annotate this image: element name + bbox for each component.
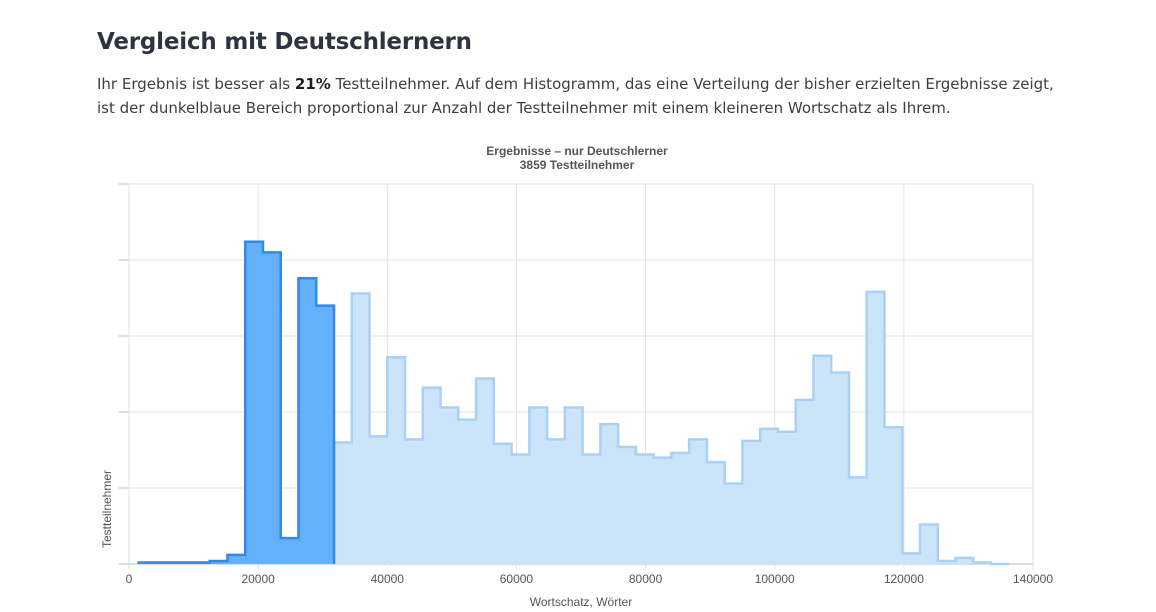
histogram-bin: [920, 524, 938, 564]
histogram-bin: [795, 399, 814, 564]
histogram-bin: [689, 439, 707, 564]
histogram-bin: [635, 454, 654, 564]
x-axis-title: Wortschatz, Wörter: [530, 595, 632, 609]
y-axis-title: Testteilnehmer: [100, 470, 114, 548]
histogram-bin: [618, 446, 636, 564]
histogram-bin: [476, 378, 494, 564]
x-tick-label: 80000: [629, 572, 663, 586]
histogram-bin: [884, 427, 903, 564]
x-tick-label: 20000: [241, 572, 275, 586]
percentile-value: 21%: [294, 75, 331, 93]
histogram-bin: [600, 424, 619, 564]
histogram-bin: [209, 560, 228, 564]
section-heading: Vergleich mit Deutschlernern: [97, 29, 472, 55]
histogram-bin: [813, 355, 832, 564]
histogram-bin: [511, 454, 530, 564]
chart-subtitle: 3859 Testteilnehmer: [520, 158, 635, 172]
histogram-bin: [547, 439, 565, 564]
histogram-bin: [529, 407, 548, 564]
histogram-bin: [866, 291, 885, 564]
histogram-area: [137, 240, 1009, 566]
histogram-bin: [653, 457, 672, 564]
histogram-chart: Ergebnisse – nur Deutschlerner 3859 Test…: [100, 144, 1053, 609]
histogram-bin: [493, 443, 512, 564]
histogram-bin: [422, 387, 441, 564]
result-description: Ihr Ergebnis ist besser als 21% Testteil…: [97, 72, 1057, 120]
histogram-bin: [706, 462, 725, 564]
histogram-bin: [564, 407, 583, 564]
histogram-bin: [334, 442, 352, 564]
histogram-bin: [582, 454, 601, 564]
x-tick-label: 60000: [500, 572, 534, 586]
description-rest: Testteilnehmer. Auf dem Histogramm, das …: [97, 75, 1054, 117]
histogram-bin: [955, 557, 974, 564]
histogram-bin: [387, 357, 406, 564]
histogram-bin: [848, 477, 867, 564]
histogram-bin: [405, 439, 423, 564]
x-tick-label: 40000: [371, 572, 405, 586]
distribution-outline: [332, 290, 1009, 566]
x-tick-label: 100000: [755, 572, 795, 586]
histogram-bin: [742, 440, 761, 564]
description-lead: Ihr Ergebnis ist besser als: [97, 75, 295, 93]
histogram-bin: [902, 553, 920, 564]
histogram-bin: [245, 241, 263, 564]
histogram-bin: [280, 538, 299, 564]
histogram-bin: [458, 419, 477, 564]
x-tick-label: 120000: [884, 572, 924, 586]
highlighted-outline: [137, 240, 336, 564]
histogram-bin: [671, 453, 690, 564]
histogram-bin: [760, 428, 778, 564]
x-tick-label: 140000: [1013, 572, 1053, 586]
histogram-bin: [316, 305, 335, 564]
histogram-bin: [262, 252, 281, 564]
x-tick-label: 0: [126, 572, 133, 586]
histogram-bin: [937, 560, 956, 564]
histogram-bin: [351, 293, 370, 564]
histogram-bin: [369, 436, 388, 564]
chart-title: Ergebnisse – nur Deutschlerner: [486, 144, 668, 158]
histogram-bin: [831, 372, 849, 564]
histogram-bin: [724, 483, 743, 564]
histogram-bin: [777, 431, 796, 564]
histogram-bin: [440, 407, 459, 564]
axis-layer: 0 20000 40000 60000 80000 100000 120000 140000: [119, 183, 1053, 586]
histogram-bin: [227, 554, 246, 564]
histogram-bin: [298, 278, 317, 564]
